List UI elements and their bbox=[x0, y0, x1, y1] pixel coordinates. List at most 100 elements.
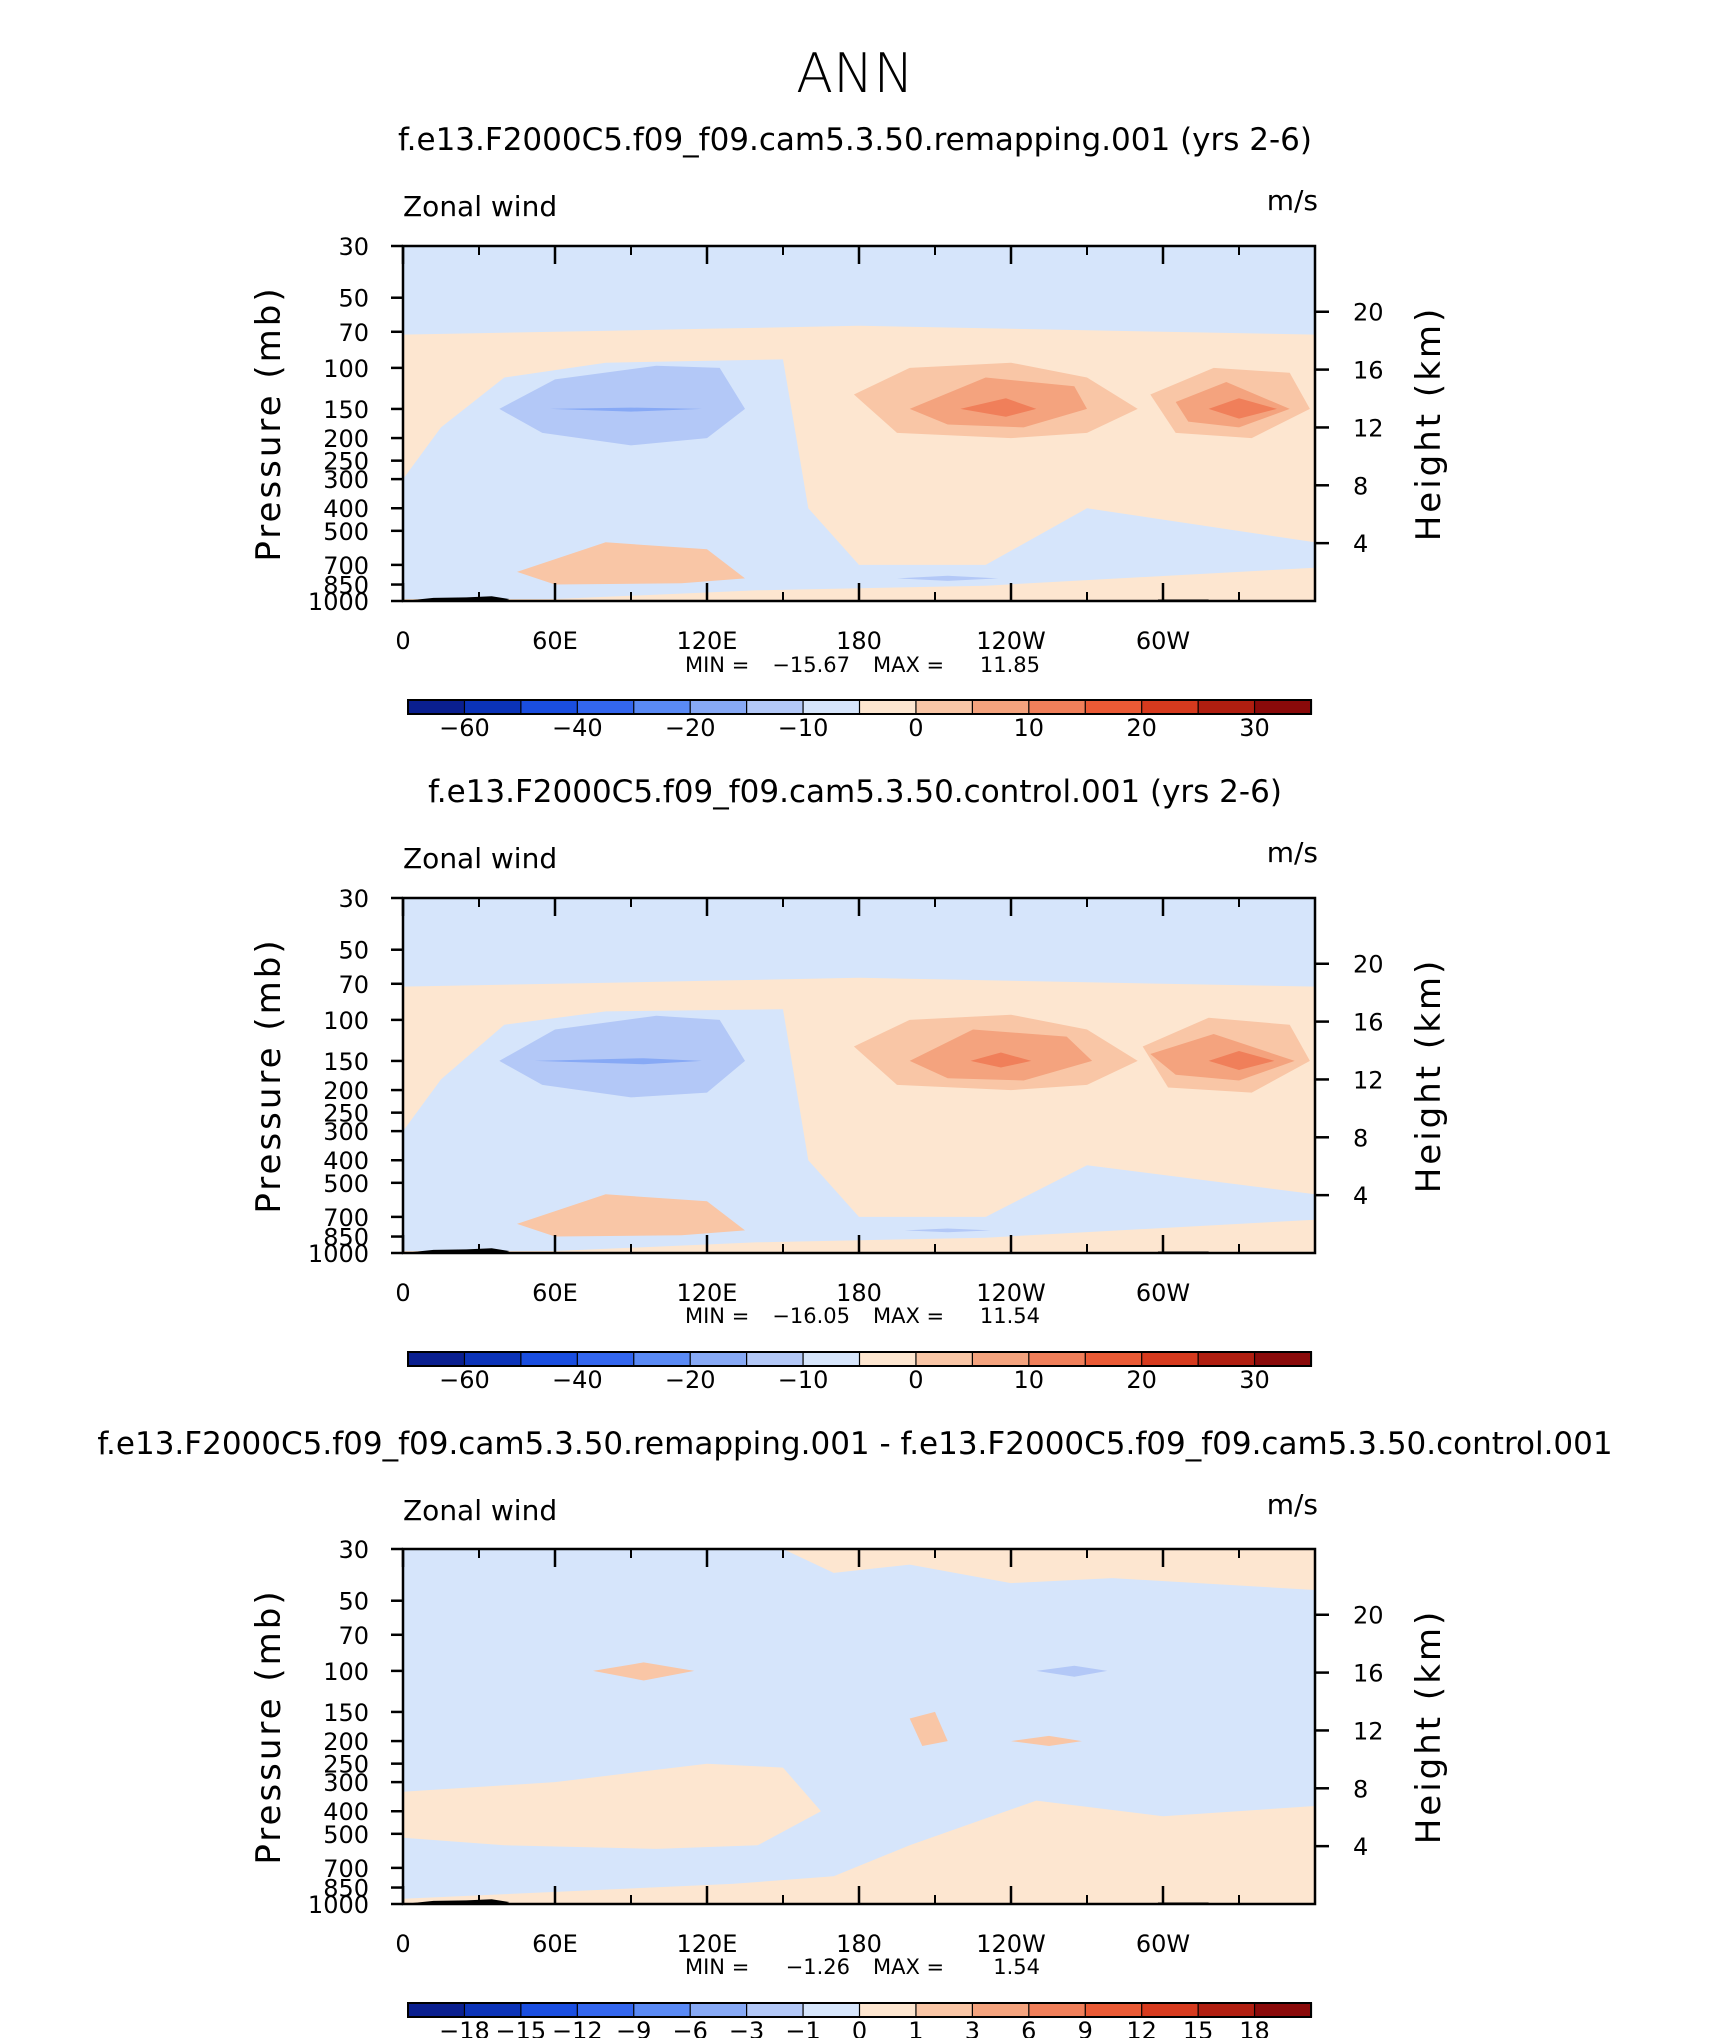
y-tick-label: 1000 bbox=[308, 588, 369, 616]
height-axis-label: Height (km) bbox=[1409, 306, 1449, 542]
y-axis-label: Pressure (mb) bbox=[249, 1588, 289, 1864]
y-tick-label: 850 bbox=[323, 572, 369, 600]
height-tick-label: 12 bbox=[1353, 1066, 1384, 1094]
colorbar-box bbox=[915, 699, 974, 715]
height-tick-label: 4 bbox=[1353, 530, 1368, 558]
height-tick-label: 16 bbox=[1353, 357, 1384, 385]
contour-region-6 bbox=[909, 1711, 948, 1746]
colorbar-label: 10 bbox=[1014, 714, 1045, 742]
y-tick-label: 150 bbox=[323, 1699, 369, 1727]
panel-title: f.e13.F2000C5.f09_f09.cam5.3.50.remappin… bbox=[398, 122, 1312, 158]
y-tick-label: 100 bbox=[323, 355, 369, 383]
y-tick-label: 250 bbox=[323, 1751, 369, 1779]
colorbar-box bbox=[1028, 1351, 1087, 1367]
y-axis-label: Pressure (mb) bbox=[249, 285, 289, 561]
x-tick-label: 180 bbox=[836, 627, 882, 655]
colorbar-label: −6 bbox=[672, 2017, 707, 2038]
contour-region-4 bbox=[549, 407, 702, 412]
y-tick-label: 700 bbox=[323, 1855, 369, 1883]
y-tick-label: 100 bbox=[323, 1007, 369, 1035]
y-tick-label: 300 bbox=[323, 466, 369, 494]
contour-region-7 bbox=[1011, 1735, 1082, 1746]
contour-region-9 bbox=[960, 398, 1037, 417]
contour-field bbox=[403, 246, 1315, 601]
colorbar-label: −18 bbox=[439, 2017, 490, 2038]
colorbar-label: −20 bbox=[665, 1366, 716, 1394]
height-tick-label: 12 bbox=[1353, 414, 1384, 442]
x-tick-label: 60E bbox=[532, 1930, 578, 1958]
colorbar-box bbox=[407, 699, 466, 715]
y-tick-label: 250 bbox=[323, 1100, 369, 1128]
contour-field bbox=[403, 1549, 1315, 1904]
height-tick-label: 20 bbox=[1353, 1602, 1384, 1630]
colorbar-box bbox=[1253, 699, 1313, 715]
colorbar-box bbox=[1253, 1351, 1313, 1367]
y-tick-label: 70 bbox=[338, 971, 369, 999]
contour-region-10 bbox=[1208, 398, 1277, 419]
y-tick-label: 30 bbox=[338, 233, 369, 261]
contour-region-10 bbox=[1208, 1051, 1275, 1070]
colorbar-box bbox=[858, 1351, 918, 1367]
colorbar-label: −15 bbox=[496, 2017, 547, 2038]
contour-region-11 bbox=[517, 1194, 745, 1237]
colorbar-box bbox=[1141, 699, 1200, 715]
panel-title: f.e13.F2000C5.f09_f09.cam5.3.50.control.… bbox=[428, 774, 1282, 810]
colorbar-box bbox=[802, 699, 861, 715]
x-tick-label: 60W bbox=[1136, 1279, 1190, 1307]
colorbar-label: 6 bbox=[1021, 2017, 1036, 2038]
colorbar-box bbox=[1084, 1351, 1143, 1367]
max-label: MAX = bbox=[873, 653, 944, 677]
x-tick-label: 120E bbox=[677, 627, 738, 655]
y-tick-label: 850 bbox=[323, 1224, 369, 1252]
y-tick-label: 250 bbox=[323, 448, 369, 476]
units-label: m/s bbox=[1267, 836, 1318, 869]
x-tick-label: 0 bbox=[395, 1279, 410, 1307]
height-tick-label: 4 bbox=[1353, 1833, 1368, 1861]
contour-region-9 bbox=[970, 1052, 1032, 1068]
y-tick-label: 50 bbox=[338, 285, 369, 313]
colorbar-label: 3 bbox=[965, 2017, 980, 2038]
units-label: m/s bbox=[1267, 1488, 1318, 1521]
x-tick-label: 0 bbox=[395, 1930, 410, 1958]
colorbar-label: 20 bbox=[1126, 1366, 1157, 1394]
y-tick-label: 500 bbox=[323, 1821, 369, 1849]
left-string: Zonal wind bbox=[403, 1494, 557, 1527]
colorbar-box bbox=[633, 1351, 692, 1367]
height-tick-label: 20 bbox=[1353, 951, 1384, 979]
colorbar-box bbox=[1028, 699, 1087, 715]
colorbar-box bbox=[746, 1351, 805, 1367]
y-tick-label: 300 bbox=[323, 1118, 369, 1146]
y-tick-label: 500 bbox=[323, 1170, 369, 1198]
colorbar-label: −40 bbox=[552, 714, 603, 742]
colorbar-label: 0 bbox=[908, 1366, 923, 1394]
x-tick-label: 120W bbox=[976, 1279, 1046, 1307]
x-tick-label: 180 bbox=[836, 1279, 882, 1307]
x-tick-label: 120E bbox=[677, 1279, 738, 1307]
y-tick-label: 1000 bbox=[308, 1891, 369, 1919]
contour-region-11 bbox=[517, 542, 745, 585]
contour-region-12 bbox=[904, 1228, 991, 1233]
units-label: m/s bbox=[1267, 184, 1318, 217]
colorbar-frame bbox=[407, 1351, 1312, 1367]
colorbar-label: 18 bbox=[1239, 2017, 1270, 2038]
colorbar-label: 9 bbox=[1078, 2017, 1093, 2038]
y-tick-label: 500 bbox=[323, 518, 369, 546]
colorbar-box bbox=[915, 2002, 974, 2018]
colorbar-label: 0 bbox=[852, 2017, 867, 2038]
contour-region-4 bbox=[593, 1662, 695, 1681]
colorbar-box bbox=[407, 2002, 466, 2018]
colorbar-label: 20 bbox=[1126, 714, 1157, 742]
y-tick-label: 1000 bbox=[308, 1240, 369, 1268]
height-tick-label: 8 bbox=[1353, 1775, 1368, 1803]
colorbar-box bbox=[1141, 2002, 1200, 2018]
y-tick-label: 400 bbox=[323, 495, 369, 523]
contour-field bbox=[403, 898, 1315, 1253]
x-tick-label: 0 bbox=[395, 627, 410, 655]
colorbar-box bbox=[1141, 1351, 1200, 1367]
colorbar-box bbox=[971, 1351, 1030, 1367]
max-value: 11.54 bbox=[980, 1304, 1040, 1328]
contour-region-4 bbox=[534, 1058, 702, 1065]
colorbar-label: 15 bbox=[1183, 2017, 1214, 2038]
x-tick-label: 120W bbox=[976, 1930, 1046, 1958]
y-tick-label: 300 bbox=[323, 1769, 369, 1797]
